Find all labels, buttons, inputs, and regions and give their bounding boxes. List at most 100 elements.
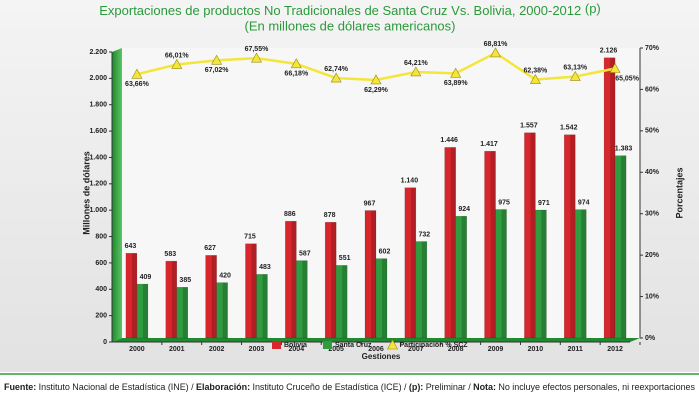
bar-value-label: 1.557 [520, 123, 538, 130]
chart-title: Exportaciones de productos No Tradiciona… [99, 1, 601, 18]
bar-shade [570, 134, 576, 338]
marker [410, 66, 422, 77]
bar-shade [530, 132, 536, 338]
x-tick-label: 2010 [528, 346, 544, 353]
legend-swatch [387, 339, 399, 350]
footer-segment: No incluye efectos personales, ni reexpo… [496, 382, 696, 392]
x-axis-label: Gestiones [362, 352, 401, 361]
marker [211, 54, 223, 65]
y-tick-label: 400 [95, 286, 107, 293]
bar-shade [211, 255, 217, 338]
bar-shade [142, 284, 148, 338]
marker [250, 52, 262, 63]
bar-shade [222, 282, 228, 338]
legend-swatch [272, 341, 281, 349]
bar-value-label: 583 [164, 251, 176, 258]
line-value-label: 62,38% [524, 67, 549, 74]
bar-shade [541, 210, 547, 338]
bar-value-label: 924 [458, 206, 470, 213]
line-value-label: 66,01% [165, 52, 190, 59]
x-tick-label: 2007 [408, 346, 424, 353]
x-tick-label: 2011 [568, 346, 583, 353]
bar-value-label: 643 [125, 243, 137, 250]
bar-value-label: 551 [339, 255, 351, 262]
bar-value-label: 1.446 [440, 137, 458, 144]
bar-value-label: 1.140 [401, 178, 419, 185]
y2-tick-label: 70% [645, 45, 660, 52]
marker [330, 72, 342, 83]
x-tick-label: 2000 [129, 346, 145, 353]
line-value-label: 63,89% [444, 80, 469, 87]
bar [216, 282, 228, 339]
line-value-label: 67,55% [245, 46, 270, 53]
bar-value-label: 483 [259, 264, 271, 271]
title-text: Exportaciones de productos No Tradiciona… [99, 3, 581, 18]
marker [450, 67, 462, 78]
y2-axis-label: Porcentajes [674, 167, 684, 218]
x-tick-label: 2008 [448, 346, 464, 353]
line-value-label: 65,05% [615, 75, 640, 82]
bar-shade [621, 155, 627, 338]
bar-value-label: 971 [538, 200, 550, 207]
marker [529, 73, 541, 84]
bar [415, 241, 428, 339]
legend-label: Bolivia [284, 342, 307, 349]
y2-tick-label: 60% [645, 86, 660, 93]
y2-tick-label: 10% [645, 293, 660, 300]
marker [609, 62, 621, 73]
footer-segment: (p): [409, 382, 423, 392]
bar-value-label: 385 [179, 277, 191, 284]
bar-value-label: 715 [244, 234, 256, 241]
bar-value-label: 886 [284, 211, 296, 218]
bar [574, 209, 587, 339]
bar-value-label: 732 [419, 231, 431, 238]
bar-shade [490, 151, 496, 338]
bar-shade [291, 221, 297, 338]
x-tick-label: 2001 [169, 346, 185, 353]
bar-value-label: 967 [364, 200, 376, 207]
side-wall [112, 48, 122, 342]
marker [290, 58, 302, 69]
footer-segment: Preliminar / [423, 382, 473, 392]
line-value-label: 63,66% [125, 81, 150, 88]
chart-subtitle: (En millones de dólares americanos) [245, 18, 456, 33]
bar-shade [262, 274, 268, 338]
bar-shade [382, 258, 387, 338]
bar [335, 265, 348, 339]
bar [296, 260, 308, 339]
y-tick-label: 1.200 [89, 181, 107, 188]
bar-value-label: 587 [299, 250, 311, 257]
title-note: (p) [585, 1, 601, 16]
bar-value-label: 409 [140, 274, 152, 281]
y-tick-label: 2.200 [89, 49, 107, 56]
footer-segment: Nota: [473, 382, 496, 392]
bar-shade [251, 243, 257, 338]
bar-value-label: 1.542 [560, 125, 578, 132]
floor [112, 338, 640, 342]
bar-shade [371, 210, 376, 338]
y-axis-label: Millones de dólares [81, 151, 91, 235]
bar-value-label: 878 [324, 212, 336, 219]
footer-segment: Fuente: [4, 382, 36, 392]
bar-value-label: 1.417 [480, 141, 498, 148]
marker [171, 58, 183, 69]
footer: Fuente: Instituto Nacional de Estadístic… [4, 382, 696, 392]
bar [535, 209, 547, 339]
bar [256, 274, 268, 339]
y-tick-label: 1.400 [89, 154, 107, 161]
y2-tick-label: 40% [645, 169, 660, 176]
x-tick-label: 2002 [209, 346, 225, 353]
bar-shade [450, 147, 456, 338]
line-value-label: 62,74% [324, 66, 349, 73]
bar-shade [410, 187, 416, 338]
marker [569, 70, 581, 81]
bar-shade [610, 57, 616, 338]
y-tick-label: 800 [95, 233, 107, 240]
bar-shade [171, 261, 177, 338]
x-tick-label: 2004 [289, 346, 305, 353]
bar-shade [581, 209, 587, 338]
y2-tick-label: 30% [645, 211, 660, 218]
bar [375, 258, 388, 339]
bar [136, 283, 149, 339]
